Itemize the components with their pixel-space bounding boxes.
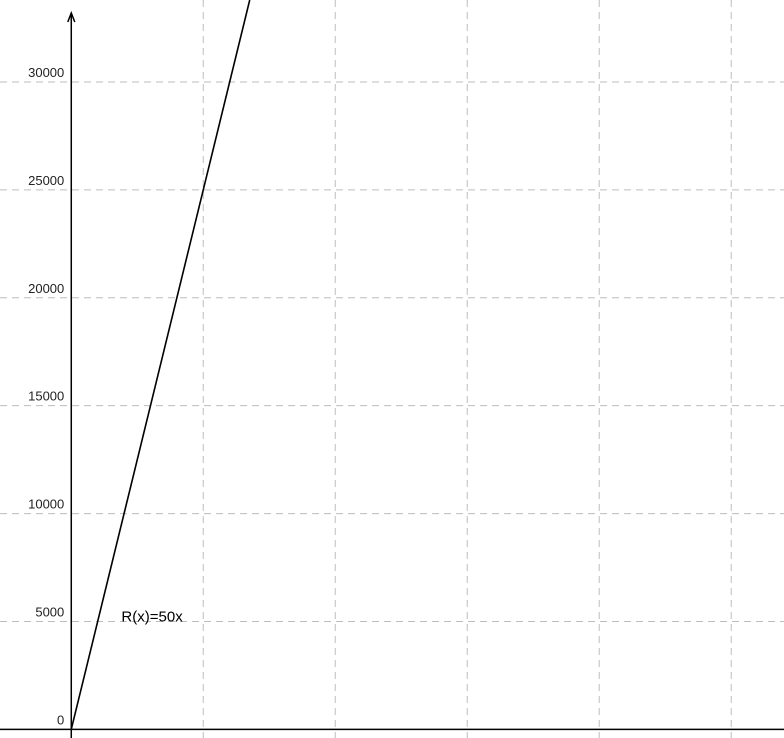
x-tick-label: 1500	[477, 736, 506, 738]
function-label: R(x)=50x	[121, 608, 183, 625]
x-tick-label: 500	[213, 736, 235, 738]
y-tick-label: 30000	[28, 65, 64, 80]
y-tick-label: 25000	[28, 173, 64, 188]
tick-labels: 0500100015002000250005000100001500020000…	[28, 65, 770, 738]
y-tick-label: 15000	[28, 389, 64, 404]
x-tick-label: 1000	[345, 736, 374, 738]
x-tick-label: 0	[81, 736, 88, 738]
y-tick-label: 20000	[28, 281, 64, 296]
y-tick-label: 0	[57, 712, 64, 727]
y-tick-label: 10000	[28, 497, 64, 512]
y-axis-arrow	[67, 10, 76, 23]
series-line	[70, 0, 251, 730]
x-tick-label: 2000	[609, 736, 638, 738]
x-tick-label: 2500	[741, 736, 770, 738]
annotations: R(x)=50x	[121, 608, 183, 625]
axes	[0, 10, 784, 738]
series	[70, 0, 251, 730]
y-tick-label: 5000	[35, 604, 64, 619]
